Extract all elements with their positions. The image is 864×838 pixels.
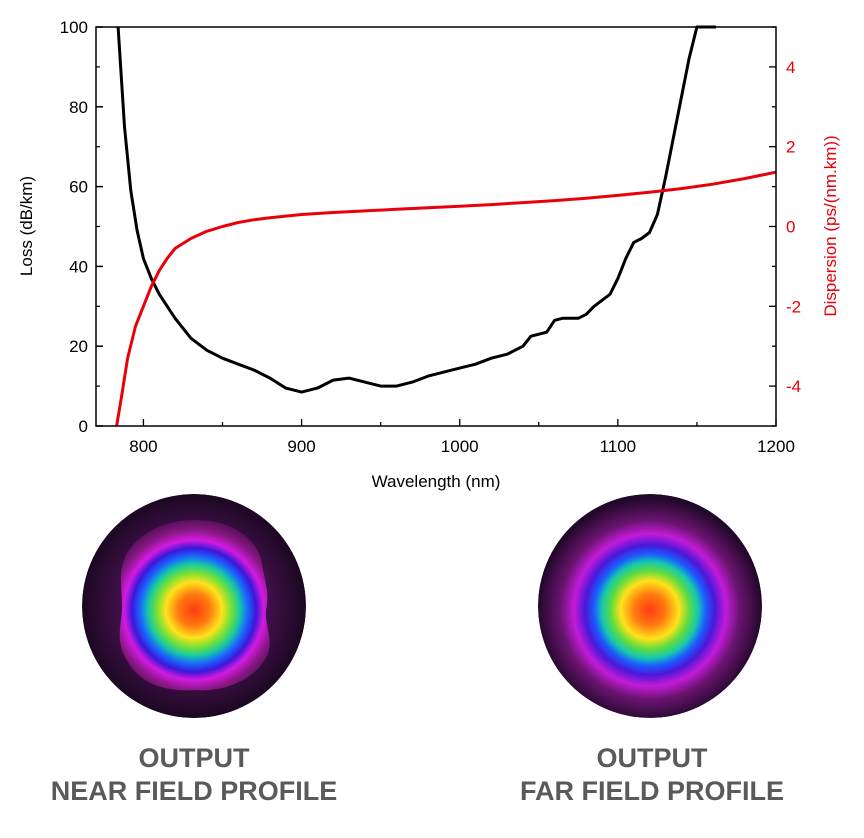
right-tick-label: -4	[786, 377, 801, 396]
x-tick-label: 900	[287, 437, 315, 456]
x-axis-ticks: 800 900 1000 1100 1200	[129, 419, 795, 456]
dispersion-series-line	[115, 170, 777, 427]
right-axis-ticks: -4 -2 0 2 4	[769, 26, 801, 427]
far-field-caption-line2: FAR FIELD PROFILE	[519, 776, 784, 806]
right-axis-title: Dispersion (ps/(nm.km))	[821, 135, 840, 316]
right-tick-label: -2	[786, 297, 801, 316]
x-axis-title: Wavelength (nm)	[372, 472, 501, 491]
near-field-caption: OUTPUT NEAR FIELD PROFILE	[14, 742, 374, 808]
left-tick-label: 40	[69, 257, 88, 276]
x-tick-label: 800	[129, 437, 157, 456]
x-tick-label: 1000	[441, 437, 479, 456]
plot-border	[95, 26, 777, 427]
near-field-profile-image	[82, 494, 306, 718]
left-tick-label: 80	[69, 98, 88, 117]
left-tick-label: 60	[69, 178, 88, 197]
left-axis-title: Loss (dB/km)	[17, 176, 36, 276]
right-tick-label: 4	[786, 58, 795, 77]
far-field-caption-line1: OUTPUT	[596, 743, 708, 773]
near-field-caption-line1: OUTPUT	[138, 743, 250, 773]
right-tick-label: 0	[786, 218, 795, 237]
left-tick-label: 20	[69, 337, 88, 356]
left-tick-label: 0	[79, 417, 88, 436]
loss-series-line	[116, 25, 716, 394]
far-field-profile-image	[538, 494, 762, 718]
near-field-caption-line2: NEAR FIELD PROFILE	[50, 776, 338, 806]
x-tick-label: 1200	[757, 437, 795, 456]
x-tick-label: 1100	[600, 437, 637, 456]
far-field-caption: OUTPUT FAR FIELD PROFILE	[472, 742, 832, 808]
left-tick-label: 100	[60, 18, 88, 37]
right-tick-label: 2	[786, 138, 795, 157]
